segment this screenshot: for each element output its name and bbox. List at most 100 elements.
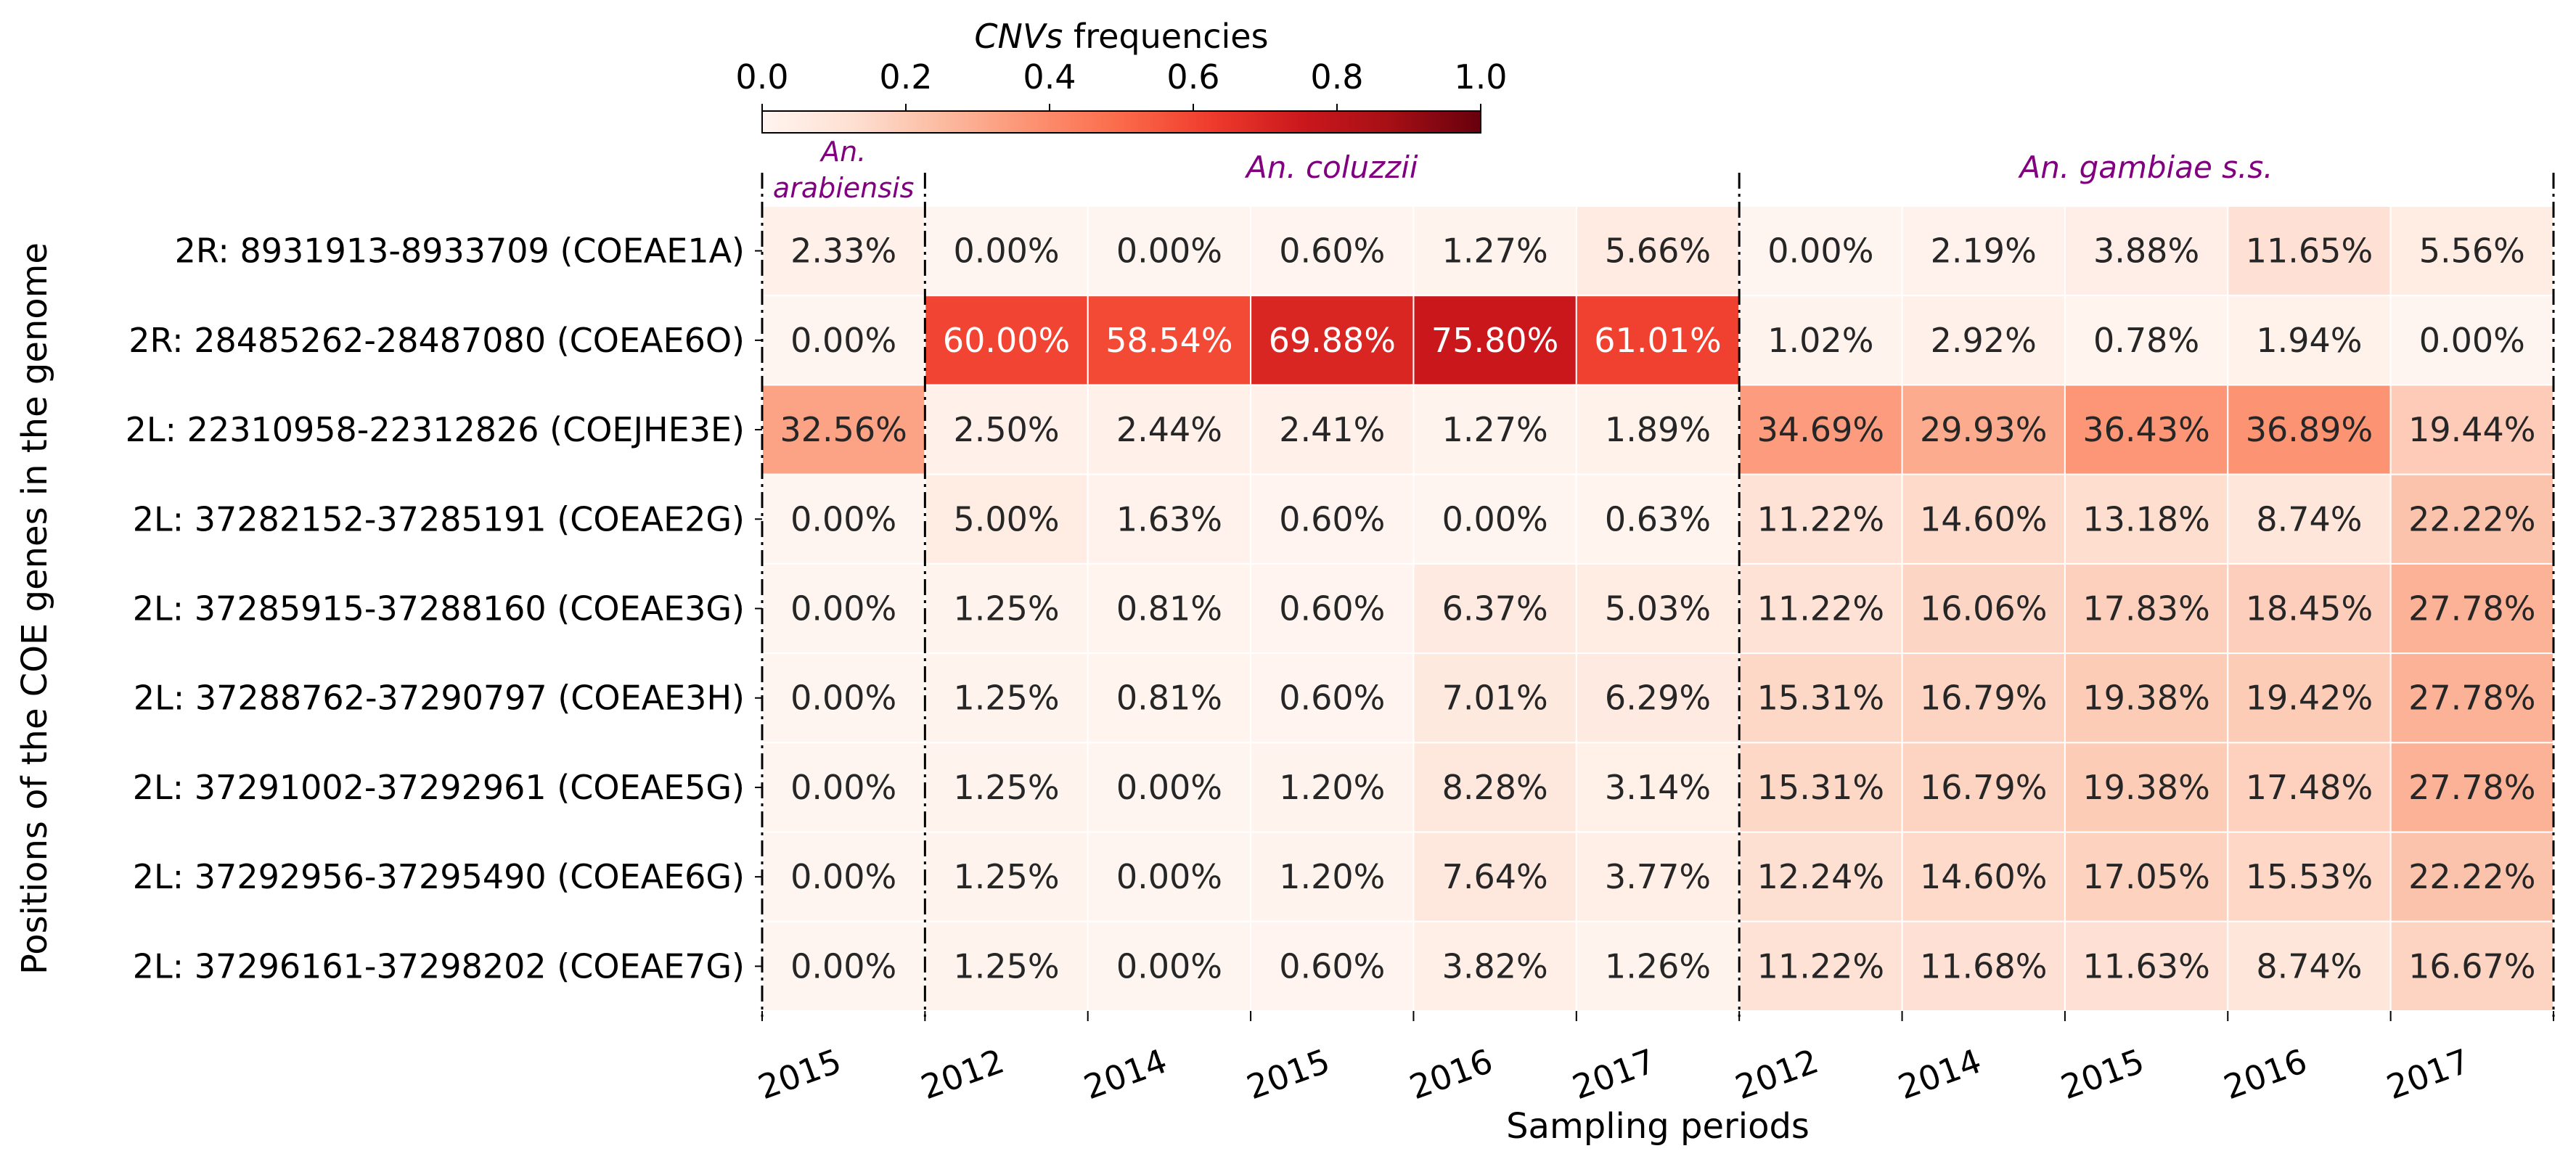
heatmap-cell <box>1901 652 2066 744</box>
cell-value-label: 0.00% <box>1767 232 1873 271</box>
colorbar-tick-label: 0.8 <box>1310 57 1363 97</box>
cell-value-label: 2.19% <box>1931 232 2037 271</box>
cell-value-label: 1.94% <box>2256 321 2362 360</box>
heatmap-cell <box>1087 295 1252 386</box>
cell-value-label: 1.27% <box>1442 410 1548 449</box>
group-label: An. <box>819 136 866 168</box>
x-tick-label: 2015 <box>1242 1041 1335 1107</box>
heatmap-cell <box>1575 562 1741 655</box>
cell-value-label: 2.50% <box>953 410 1059 449</box>
y-tick-label: 2L: 37288762-37290797 (COEAE3H) <box>134 679 745 718</box>
heatmap-cell <box>1901 742 2066 833</box>
cell-value-label: 5.56% <box>2419 232 2525 271</box>
y-tick-label: 2L: 37296161-37298202 (COEAE7G) <box>133 946 745 986</box>
heatmap-cell <box>1412 652 1577 744</box>
heatmap-cell <box>2389 562 2555 655</box>
cell-value-label: 16.67% <box>2408 946 2535 986</box>
cell-value-label: 36.89% <box>2246 410 2373 449</box>
cell-value-label: 58.54% <box>1105 321 1232 360</box>
colorbar: CNVs frequencies 0.0 0.2 0.4 0.6 0.8 1.0 <box>735 17 1508 134</box>
x-tick-label: 2016 <box>2219 1041 2312 1107</box>
heatmap-cell <box>1575 295 1741 386</box>
x-axis-label: Sampling periods <box>1506 1106 1810 1147</box>
cell-value-label: 1.20% <box>1279 768 1385 807</box>
y-tick-label: 2L: 37285915-37288160 (COEAE3G) <box>133 589 745 628</box>
cell-value-label: 19.38% <box>2082 679 2209 718</box>
y-tick-label: 2R: 28485262-28487080 (COEAE6O) <box>128 321 745 360</box>
heatmap-cell <box>1575 920 1741 1012</box>
cell-value-label: 15.31% <box>1757 768 1884 807</box>
heatmap-cell <box>2227 295 2392 386</box>
cell-value-label: 6.29% <box>1605 679 1711 718</box>
x-tick-label: 2015 <box>753 1041 846 1107</box>
cell-value-label: 60.00% <box>943 321 1070 360</box>
cell-value-label: 11.68% <box>1920 946 2047 986</box>
cell-value-label: 27.78% <box>2408 589 2535 628</box>
heatmap-cell <box>2227 562 2392 655</box>
cell-value-label: 0.00% <box>1442 499 1548 539</box>
cell-value-label: 11.65% <box>2246 232 2373 271</box>
heatmap-cell <box>2064 384 2229 475</box>
cell-value-label: 1.25% <box>953 589 1059 628</box>
heatmap-cell <box>1738 473 1903 565</box>
colorbar-tick-label: 0.0 <box>735 57 788 97</box>
heatmap-cell <box>1412 562 1577 655</box>
cell-value-label: 2.41% <box>1279 410 1385 449</box>
cell-value-label: 8.28% <box>1442 768 1548 807</box>
cell-value-label: 0.00% <box>1116 857 1222 896</box>
heatmap-cell <box>2389 831 2555 922</box>
cell-value-label: 3.77% <box>1605 857 1711 896</box>
cell-value-label: 8.74% <box>2256 946 2362 986</box>
heatmap-cell <box>924 384 1089 475</box>
cell-value-label: 1.25% <box>953 679 1059 718</box>
heatmap-cell <box>2064 652 2229 744</box>
axes: 2R: 8931913-8933709 (COEAE1A) 2R: 2848526… <box>15 232 2554 1147</box>
cell-value-label: 19.42% <box>2246 679 2373 718</box>
cell-value-label: 3.82% <box>1442 946 1548 986</box>
colorbar-gradient <box>761 110 1481 134</box>
cell-value-label: 5.00% <box>953 499 1059 539</box>
cell-value-label: 6.37% <box>1442 589 1548 628</box>
cell-value-label: 0.60% <box>1279 946 1385 986</box>
heatmap-cell <box>1738 831 1903 922</box>
heatmap-cell <box>1412 384 1577 475</box>
cell-value-label: 11.22% <box>1757 499 1884 539</box>
heatmap-cell <box>2389 920 2555 1012</box>
cell-value-label: 19.38% <box>2082 768 2209 807</box>
heatmap-cell <box>1575 205 1741 297</box>
cell-value-label: 0.78% <box>2093 321 2199 360</box>
cell-value-label: 2.44% <box>1116 410 1222 449</box>
cell-value-label: 61.01% <box>1594 321 1721 360</box>
cell-value-label: 2.33% <box>790 232 896 271</box>
cell-value-label: 0.63% <box>1605 499 1711 539</box>
cell-value-label: 1.02% <box>1767 321 1873 360</box>
colorbar-tick-label: 0.6 <box>1166 57 1219 97</box>
cell-value-label: 0.00% <box>953 232 1059 271</box>
heatmap-cell <box>1250 920 1415 1012</box>
heatmap-cell <box>2064 831 2229 922</box>
cell-value-label: 15.53% <box>2246 857 2373 896</box>
group-label: arabiensis <box>773 172 915 204</box>
heatmap-cell <box>1087 920 1252 1012</box>
heatmap-cell <box>924 831 1089 922</box>
cell-value-label: 22.22% <box>2408 857 2535 896</box>
cell-value-label: 1.25% <box>953 768 1059 807</box>
heatmap-cell <box>2389 384 2555 475</box>
cell-value-label: 1.26% <box>1605 946 1711 986</box>
heatmap-cell <box>924 652 1089 744</box>
y-axis-label: Positions of the COE genes in the genome <box>15 242 55 975</box>
cell-value-label: 0.60% <box>1279 232 1385 271</box>
heatmap-cell <box>1738 295 1903 386</box>
cell-value-label: 0.00% <box>790 768 896 807</box>
heatmap-cell <box>1575 742 1741 833</box>
heatmap-cell <box>761 295 926 386</box>
colorbar-tick-label: 0.4 <box>1023 57 1076 97</box>
cell-value-label: 16.79% <box>1920 679 2047 718</box>
heatmap-cell <box>1901 205 2066 297</box>
cell-value-label: 17.83% <box>2082 589 2209 628</box>
cell-value-label: 1.89% <box>1605 410 1711 449</box>
heatmap-cell <box>1087 562 1252 655</box>
group-dividers: An. arabiensis An. coluzzii An. gambiae s.s… <box>761 136 2555 1017</box>
cell-value-label: 0.60% <box>1279 679 1385 718</box>
